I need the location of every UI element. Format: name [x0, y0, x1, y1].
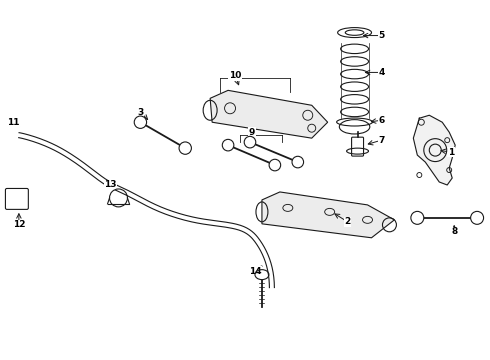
Text: 2: 2 — [344, 217, 351, 226]
Circle shape — [269, 159, 281, 171]
Polygon shape — [262, 192, 394, 238]
Text: 3: 3 — [137, 108, 144, 117]
Text: 6: 6 — [378, 116, 385, 125]
Polygon shape — [210, 90, 328, 138]
Text: 5: 5 — [378, 31, 385, 40]
Circle shape — [292, 156, 304, 168]
Text: 13: 13 — [104, 180, 117, 189]
Circle shape — [411, 211, 424, 224]
Polygon shape — [414, 115, 455, 185]
Circle shape — [134, 116, 147, 129]
Text: 9: 9 — [249, 128, 255, 137]
Text: 7: 7 — [378, 136, 385, 145]
Circle shape — [222, 139, 234, 151]
Circle shape — [244, 136, 256, 148]
Text: 8: 8 — [451, 227, 457, 236]
Text: 4: 4 — [378, 68, 385, 77]
Text: 14: 14 — [248, 267, 261, 276]
Text: 10: 10 — [229, 71, 241, 80]
Text: 1: 1 — [448, 148, 454, 157]
Circle shape — [470, 211, 484, 224]
Text: 11: 11 — [7, 118, 19, 127]
Text: 12: 12 — [13, 220, 25, 229]
Circle shape — [179, 142, 192, 154]
